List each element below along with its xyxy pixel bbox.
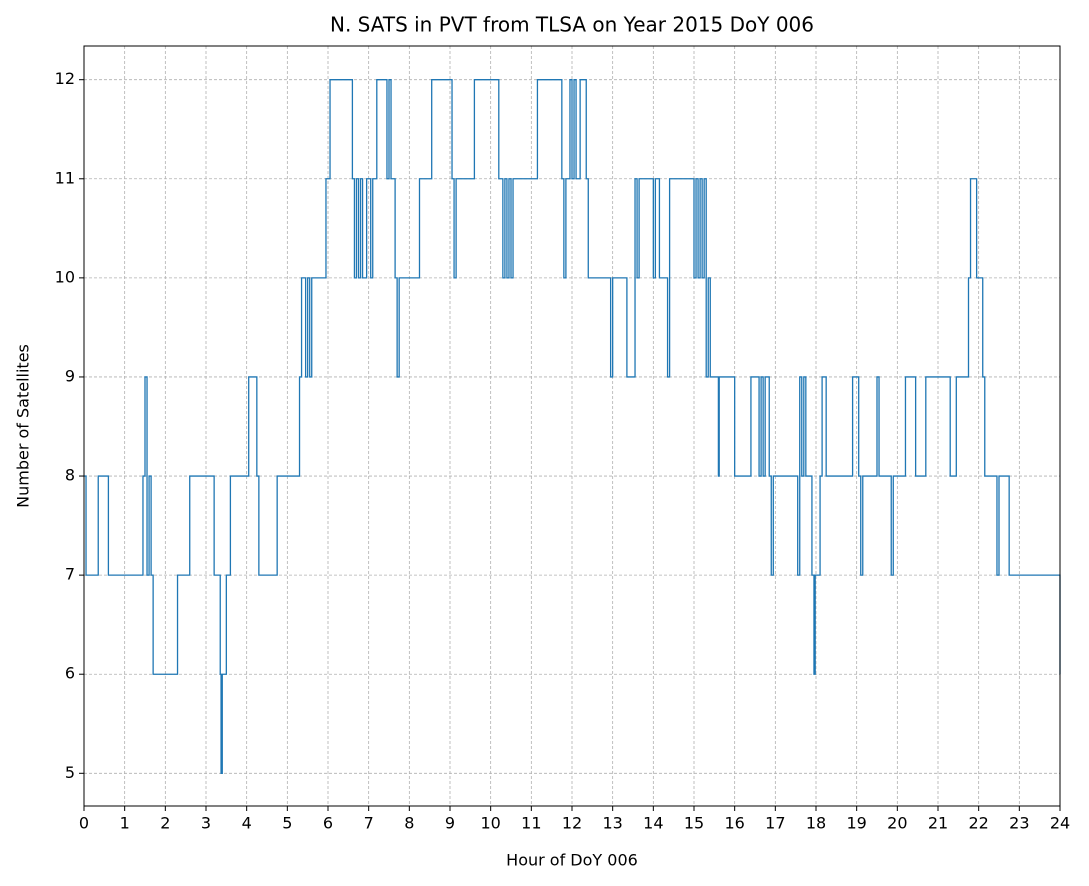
- x-tick-label: 6: [323, 814, 333, 833]
- x-tick-label: 15: [684, 814, 704, 833]
- y-tick-label: 6: [65, 664, 75, 683]
- x-tick-label: 10: [480, 814, 500, 833]
- x-tick-label: 0: [79, 814, 89, 833]
- x-tick-label: 2: [160, 814, 170, 833]
- x-tick-label: 5: [282, 814, 292, 833]
- x-tick-label: 21: [928, 814, 948, 833]
- x-tick-label: 14: [643, 814, 663, 833]
- chart-title: N. SATS in PVT from TLSA on Year 2015 Do…: [330, 13, 814, 37]
- x-tick-label: 13: [602, 814, 622, 833]
- x-tick-label: 18: [806, 814, 826, 833]
- x-tick-label: 22: [968, 814, 988, 833]
- y-tick-label: 9: [65, 366, 75, 385]
- x-tick-label: 3: [201, 814, 211, 833]
- y-tick-label: 8: [65, 466, 75, 485]
- y-tick-label: 12: [55, 69, 75, 88]
- x-tick-label: 9: [445, 814, 455, 833]
- x-axis-label: Hour of DoY 006: [506, 851, 638, 870]
- x-tick-label: 19: [846, 814, 866, 833]
- y-tick-label: 5: [65, 763, 75, 782]
- x-tick-label: 17: [765, 814, 785, 833]
- x-tick-label: 1: [120, 814, 130, 833]
- x-tick-label: 8: [404, 814, 414, 833]
- x-tick-label: 20: [887, 814, 907, 833]
- y-tick-label: 11: [55, 168, 75, 187]
- plot-frame: [83, 45, 1061, 807]
- y-axis-label: Number of Satellites: [14, 344, 33, 508]
- x-tick-label: 23: [1009, 814, 1029, 833]
- x-tick-label: 11: [521, 814, 541, 833]
- x-tick-label: 16: [724, 814, 744, 833]
- x-tick-label: 7: [364, 814, 374, 833]
- x-tick-label: 4: [242, 814, 252, 833]
- data-line: [84, 79, 1061, 774]
- x-tick-label: 12: [562, 814, 582, 833]
- x-tick-label: 24: [1050, 814, 1070, 833]
- y-tick-label: 10: [55, 267, 75, 286]
- y-tick-label: 7: [65, 565, 75, 584]
